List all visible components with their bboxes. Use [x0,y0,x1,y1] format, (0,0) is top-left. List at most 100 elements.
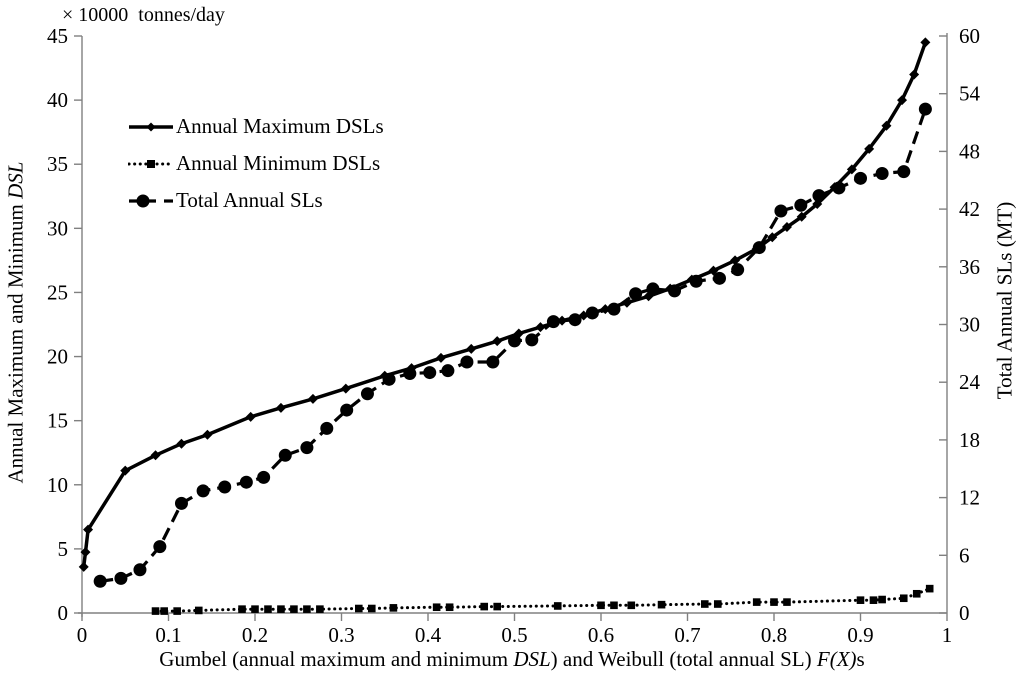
left-axis-title: Annual Maximum and Minimum DSL [4,123,29,523]
marker-square [701,600,709,608]
marker-diamond [78,561,89,572]
marker-circle [423,366,437,380]
label-segment: Annual Maximum and Minimum [3,198,28,484]
x-tick-label: 0.3 [328,623,354,647]
marker-circle [403,367,417,381]
marker-circle [629,287,643,301]
marker-diamond [176,438,187,449]
marker-square [869,596,878,604]
marker-square [925,584,934,593]
marker-square [389,604,398,612]
marker-square [251,605,259,613]
right-tick-label: 24 [959,370,981,394]
left-tick-label: 30 [47,216,68,240]
marker-circle [774,204,788,218]
marker-circle [897,165,911,179]
right-axis-title: Total Annual SLs (MT) [992,201,1017,400]
marker-square [432,603,441,612]
marker-square [264,605,272,613]
marker-square [194,606,203,615]
left-tick-label: 15 [47,409,68,433]
marker-square [597,601,605,610]
marker-circle [382,372,396,386]
marker-diamond [920,37,931,48]
marker-circle [546,315,560,329]
legend-item: Total Annual SLs [128,182,384,219]
marker-circle [568,313,582,327]
label-segment: DSL [513,647,551,671]
left-tick-label: 45 [47,24,68,48]
marker-circle [133,563,147,577]
right-tick-label: 42 [959,197,980,221]
x-tick-label: 0.5 [501,623,527,647]
marker-circle [460,355,474,369]
marker-circle [525,333,539,347]
left-tick-label: 35 [47,152,68,176]
right-tick-label: 54 [959,82,981,106]
marker-circle [93,574,107,588]
marker-square [610,601,618,610]
left-tick-label: 40 [47,88,68,112]
marker-circle [508,334,521,348]
label-segment: Gumbel (annual maximum and minimum [159,647,514,671]
legend-item: Annual Maximum DSLs [128,108,384,145]
marker-circle [114,571,128,585]
marker-circle [794,198,808,212]
marker-circle [360,387,374,401]
series-line-dotted [154,587,932,613]
marker-circle [257,470,271,484]
x-tick-label: 0.4 [415,623,442,647]
marker-square [316,605,324,613]
marker-diamond [120,465,131,476]
left-tick-label: 25 [47,280,68,304]
marker-diamond [864,143,875,154]
marker-square [878,595,886,604]
marker-square [770,598,778,606]
marker-square [783,598,791,606]
x-tick-label: 0.2 [242,623,268,647]
marker-circle [646,282,660,296]
legend-marker-diamond-icon [129,122,173,131]
marker-square [713,600,722,608]
marker-diamond [340,383,351,394]
marker-square [445,603,454,612]
marker-circle [196,484,210,498]
marker-diamond [150,450,161,461]
marker-square [553,602,562,610]
marker-diamond [466,343,477,354]
right-tick-label: 30 [959,313,980,337]
marker-square [290,605,298,613]
marker-diamond [796,211,807,222]
label-segment: DSL [3,161,28,199]
marker-diamond [730,255,741,266]
marker-diamond [275,402,286,413]
right-tick-label: 36 [959,255,980,279]
marker-square [657,600,666,609]
marker-circle [731,263,745,277]
marker-circle [752,241,766,255]
marker-square [627,601,636,610]
marker-diamond [202,429,213,440]
marker-circle [174,496,188,510]
label-segment: s [856,647,865,671]
marker-circle [320,421,334,435]
left-tick-label: 10 [47,473,68,497]
x-tick-label: 1 [942,623,953,647]
marker-diamond [83,524,94,535]
marker-square [493,602,501,611]
marker-diamond [897,95,908,106]
marker-circle [278,448,292,462]
x-tick-label: 0.8 [761,623,787,647]
right-tick-label: 6 [959,543,970,567]
marker-square [912,589,921,598]
label-segment: ) and Weibull (total annual SL) [550,647,817,671]
marker-circle [218,480,232,494]
right-tick-label: 0 [959,601,970,625]
x-tick-label: 0.1 [155,623,181,647]
left-tick-label: 5 [58,537,69,561]
marker-circle [153,540,167,554]
left-tick-label: 0 [58,601,69,625]
left-tick-label: 20 [47,345,68,369]
